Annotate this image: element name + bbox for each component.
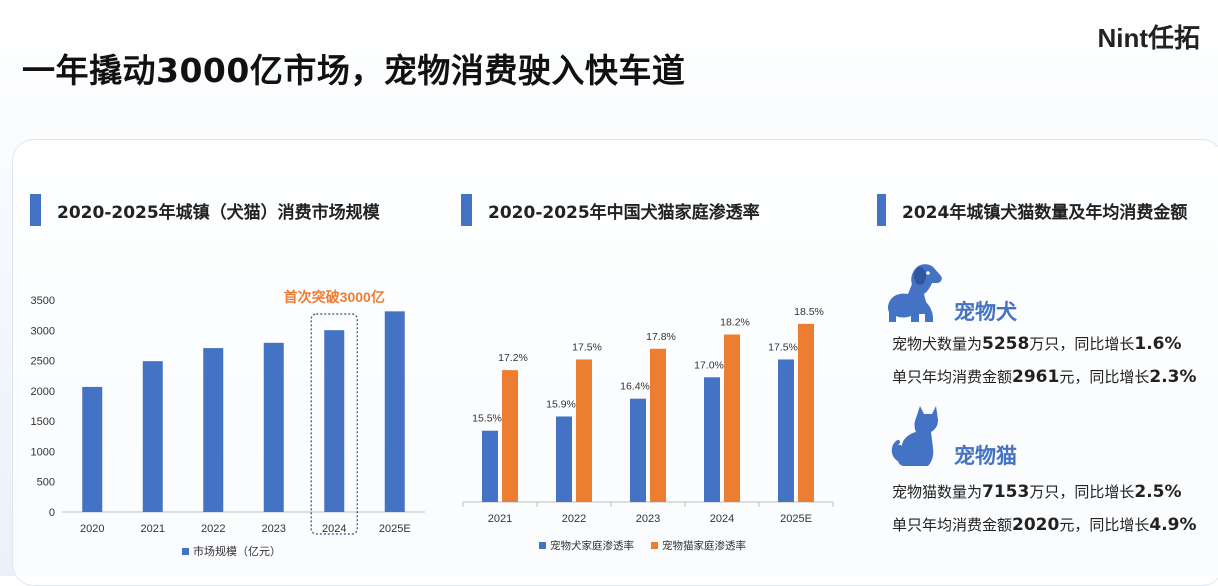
data-label: 15.9% [546,398,576,410]
x-tick-label: 2023 [636,513,660,525]
highlight-annotation: 首次突破3000亿 [284,289,385,305]
market-size-chart: 0 500 1000 1500 2000 2500 3000 3500 2020 2021 2022… [31,289,425,558]
dog-spend-line: 单只年均消费金额2961元，同比增长2.3% [892,366,1197,387]
bar-2021 [142,361,163,512]
cat-spend-line: 单只年均消费金额2020元，同比增长4.9% [892,514,1197,535]
y-tick-label: 500 [37,477,55,489]
dog-count-value: 5258 [982,334,1030,354]
brand-logo: Nint任拓 [1097,23,1200,53]
cat-spend-value: 2020 [1012,515,1060,535]
x-tick-label: 2020 [80,523,104,535]
x-tick-label: 2024 [710,513,734,525]
legend-swatch-cat [651,542,658,549]
y-tick-label: 2000 [31,386,55,398]
dog-title: 宠物犬 [954,300,1017,324]
x-tick-label: 2023 [262,523,286,535]
data-label: 17.5% [572,341,602,353]
y-tick-label: 2500 [31,356,55,368]
dog-count-growth: 1.6% [1134,334,1182,354]
bar-cat-2024 [724,334,740,502]
bar-dog-2025E [778,359,794,502]
dog-count-mid: 万只，同比增长 [1029,335,1135,353]
data-label: 17.8% [646,331,676,343]
dog-count-prefix: 宠物犬数量为 [892,335,983,353]
y-tick-label: 3500 [31,295,55,307]
highlight-box [310,313,358,535]
data-label: 18.5% [794,306,824,318]
data-label: 15.5% [472,413,502,425]
dog-spend-value: 2961 [1012,367,1060,387]
data-label: 16.4% [620,381,650,393]
x-tick-label: 2022 [201,523,225,535]
x-tick-label: 2021 [141,523,165,535]
cat-spend-mid: 元，同比增长 [1059,516,1150,534]
page-title: 一年撬动3000亿市场，宠物消费驶入快车道 [22,51,686,90]
bar-dog-2021 [482,430,498,502]
section-marker [30,194,41,226]
cat-title: 宠物猫 [954,444,1017,468]
x-tick-label: 2025E [379,523,411,535]
bar-2022 [203,348,224,512]
y-tick-label: 0 [49,507,55,519]
bar-cat-2025E [798,323,814,502]
cat-count-prefix: 宠物猫数量为 [892,483,983,501]
bar-dog-2022 [556,416,572,502]
dog-spend-growth: 2.3% [1149,367,1197,387]
legend-swatch-dog [539,542,546,549]
stats-section-header: 2024年城镇犬猫数量及年均消费金额 [877,194,1187,226]
bar-2025E [384,311,405,512]
data-label: 18.2% [720,317,750,329]
bar-dog-2023 [630,398,646,502]
bar-cat-2022 [576,359,592,502]
dog-spend-prefix: 单只年均消费金额 [892,368,1013,386]
bar-2023 [263,342,284,512]
legend-label: 市场规模（亿元） [193,544,281,558]
x-tick-label: 2024 [322,523,346,535]
bar-cat-2021 [502,370,518,502]
bar-2024 [324,330,345,512]
x-tick-label: 2025E [780,513,812,525]
dog-spend-mid: 元，同比增长 [1059,368,1150,386]
market-section-header: 2020-2025年城镇（犬猫）消费市场规模 [30,194,380,226]
legend-swatch [182,548,189,555]
penetration-section-header: 2020-2025年中国犬猫家庭渗透率 [461,194,760,226]
cat-icon [891,406,938,466]
dog-icon [888,264,942,322]
penetration-chart: 15.5% 17.2% 2021 15.9% 17.5% 2022 16.4% 17.8% 20… [462,306,834,552]
y-tick-label: 1000 [31,446,55,458]
cat-spend-prefix: 单只年均消费金额 [892,516,1013,534]
data-label: 17.5% [768,341,798,353]
x-tick-label: 2022 [562,513,586,525]
cat-count-line: 宠物猫数量为7153万只，同比增长2.5% [892,481,1182,502]
cat-count-value: 7153 [982,482,1030,502]
bar-2020 [82,386,103,512]
stats-section-title: 2024年城镇犬猫数量及年均消费金额 [902,202,1188,223]
dog-count-line: 宠物犬数量为5258万只，同比增长1.6% [892,333,1182,354]
bar-dog-2024 [704,377,720,502]
cat-count-mid: 万只，同比增长 [1029,483,1135,501]
bar-cat-2023 [650,348,666,502]
penetration-section-title: 2020-2025年中国犬猫家庭渗透率 [488,202,760,223]
legend-label-dog: 宠物犬家庭渗透率 [550,539,634,552]
y-tick-label: 1500 [31,416,55,428]
x-tick-label: 2021 [488,513,512,525]
data-label: 17.0% [694,359,724,371]
section-marker [461,194,472,226]
y-tick-label: 3000 [31,325,55,337]
cat-count-growth: 2.5% [1134,482,1182,502]
data-label: 17.2% [498,352,528,364]
market-section-title: 2020-2025年城镇（犬猫）消费市场规模 [57,202,380,223]
cat-spend-growth: 4.9% [1149,515,1197,535]
section-marker [877,194,886,226]
legend-label-cat: 宠物猫家庭渗透率 [662,539,746,552]
